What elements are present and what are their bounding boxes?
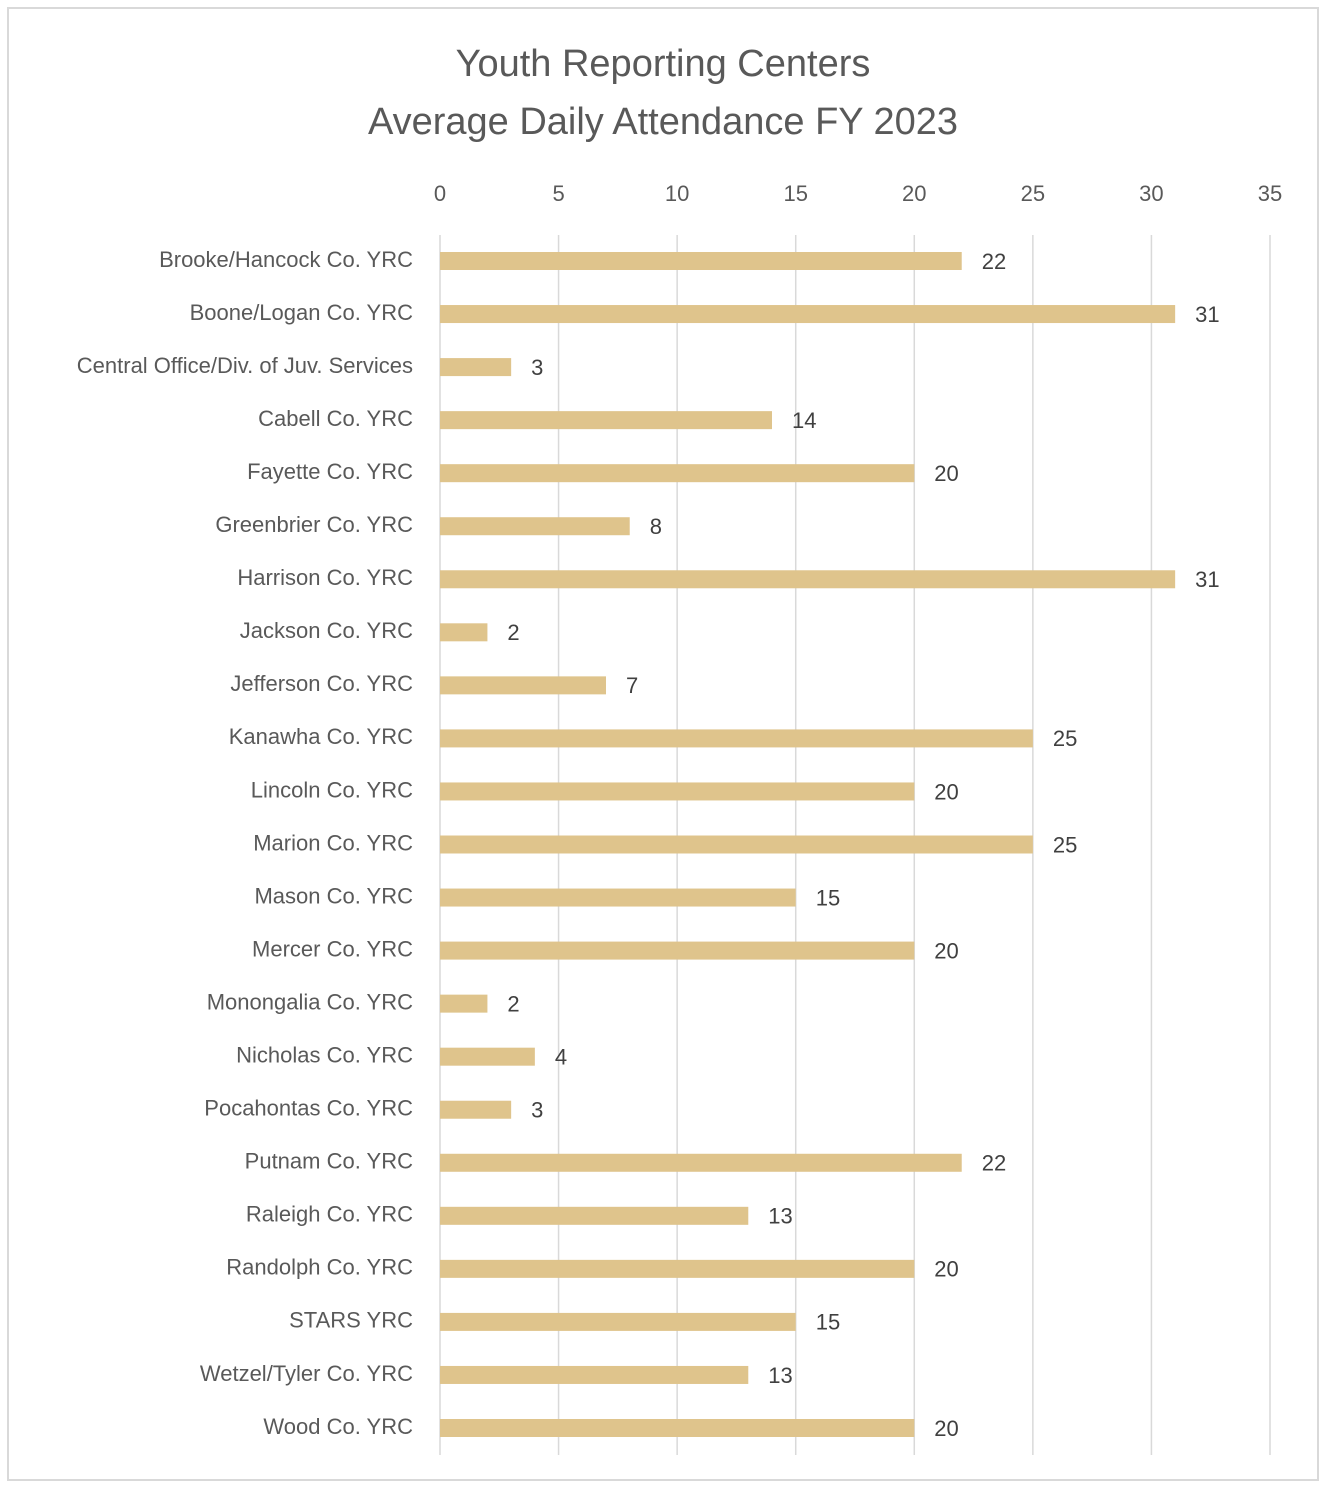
y-tick-label: Pocahontas Co. YRC bbox=[204, 1096, 413, 1121]
data-label: 22 bbox=[982, 1151, 1006, 1176]
data-label: 8 bbox=[650, 514, 662, 539]
y-tick-label: Wetzel/Tyler Co. YRC bbox=[200, 1361, 413, 1386]
bar bbox=[440, 1365, 749, 1384]
data-label: 20 bbox=[934, 1257, 958, 1282]
bar bbox=[440, 1312, 796, 1331]
bar bbox=[440, 1259, 915, 1278]
data-label: 25 bbox=[1053, 726, 1077, 751]
x-tick-label: 35 bbox=[1258, 181, 1282, 206]
bar bbox=[440, 305, 1176, 324]
y-tick-label: Greenbrier Co. YRC bbox=[215, 512, 413, 537]
data-label: 3 bbox=[531, 355, 543, 380]
data-label: 31 bbox=[1195, 302, 1219, 327]
y-tick-label: Marion Co. YRC bbox=[253, 830, 413, 855]
x-tick-label: 15 bbox=[783, 181, 807, 206]
bar bbox=[440, 1153, 962, 1172]
bar bbox=[440, 623, 488, 642]
y-tick-label: Brooke/Hancock Co. YRC bbox=[159, 247, 413, 272]
y-tick-label: Putnam Co. YRC bbox=[245, 1149, 413, 1174]
bar bbox=[440, 411, 772, 430]
bar bbox=[440, 729, 1033, 748]
data-label: 31 bbox=[1195, 567, 1219, 592]
data-label: 22 bbox=[982, 249, 1006, 274]
data-label: 20 bbox=[934, 779, 958, 804]
y-tick-label: Kanawha Co. YRC bbox=[229, 724, 413, 749]
bar bbox=[440, 1100, 512, 1119]
y-tick-label: Central Office/Div. of Juv. Services bbox=[77, 353, 413, 378]
data-label: 4 bbox=[555, 1044, 567, 1069]
chart-title: Youth Reporting Centers bbox=[456, 43, 871, 85]
data-label: 14 bbox=[792, 408, 816, 433]
y-tick-label: Harrison Co. YRC bbox=[237, 565, 413, 590]
bar bbox=[440, 888, 796, 907]
data-label: 15 bbox=[816, 885, 840, 910]
bar bbox=[440, 676, 606, 695]
y-tick-label: Randolph Co. YRC bbox=[226, 1255, 413, 1280]
data-label: 25 bbox=[1053, 832, 1077, 857]
bar bbox=[440, 1047, 535, 1066]
x-tick-label: 10 bbox=[665, 181, 689, 206]
x-tick-label: 25 bbox=[1021, 181, 1045, 206]
bar bbox=[440, 517, 630, 536]
data-label: 3 bbox=[531, 1098, 543, 1123]
y-tick-label: STARS YRC bbox=[289, 1308, 413, 1333]
data-label: 2 bbox=[507, 991, 519, 1016]
data-label: 20 bbox=[934, 1416, 958, 1441]
y-tick-label: Jackson Co. YRC bbox=[240, 618, 413, 643]
y-tick-label: Fayette Co. YRC bbox=[247, 459, 413, 484]
data-label: 7 bbox=[626, 673, 638, 698]
bar bbox=[440, 941, 915, 960]
y-tick-label: Mason Co. YRC bbox=[254, 883, 413, 908]
y-tick-label: Mercer Co. YRC bbox=[252, 936, 413, 961]
bar bbox=[440, 358, 512, 377]
x-tick-label: 5 bbox=[552, 181, 564, 206]
y-tick-label: Lincoln Co. YRC bbox=[251, 777, 413, 802]
bar bbox=[440, 464, 915, 483]
data-label: 20 bbox=[934, 938, 958, 963]
y-tick-label: Nicholas Co. YRC bbox=[236, 1042, 413, 1067]
y-tick-label: Monongalia Co. YRC bbox=[207, 989, 413, 1014]
y-tick-label: Wood Co. YRC bbox=[263, 1414, 413, 1439]
bar bbox=[440, 994, 488, 1013]
bar bbox=[440, 570, 1176, 589]
data-label: 13 bbox=[768, 1363, 792, 1388]
bar bbox=[440, 252, 962, 270]
data-label: 15 bbox=[816, 1310, 840, 1335]
bar bbox=[440, 1206, 749, 1225]
y-tick-label: Raleigh Co. YRC bbox=[246, 1202, 413, 1227]
chart-title: Average Daily Attendance FY 2023 bbox=[368, 101, 958, 143]
bar bbox=[440, 782, 915, 801]
bar bbox=[440, 835, 1033, 854]
y-tick-label: Boone/Logan Co. YRC bbox=[190, 300, 414, 325]
data-label: 2 bbox=[507, 620, 519, 645]
y-tick-label: Jefferson Co. YRC bbox=[230, 671, 413, 696]
bar bbox=[440, 1419, 915, 1437]
y-tick-label: Cabell Co. YRC bbox=[258, 406, 413, 431]
x-tick-label: 0 bbox=[434, 181, 446, 206]
x-tick-label: 30 bbox=[1139, 181, 1163, 206]
x-tick-label: 20 bbox=[902, 181, 926, 206]
data-label: 20 bbox=[934, 461, 958, 486]
data-label: 13 bbox=[768, 1204, 792, 1229]
